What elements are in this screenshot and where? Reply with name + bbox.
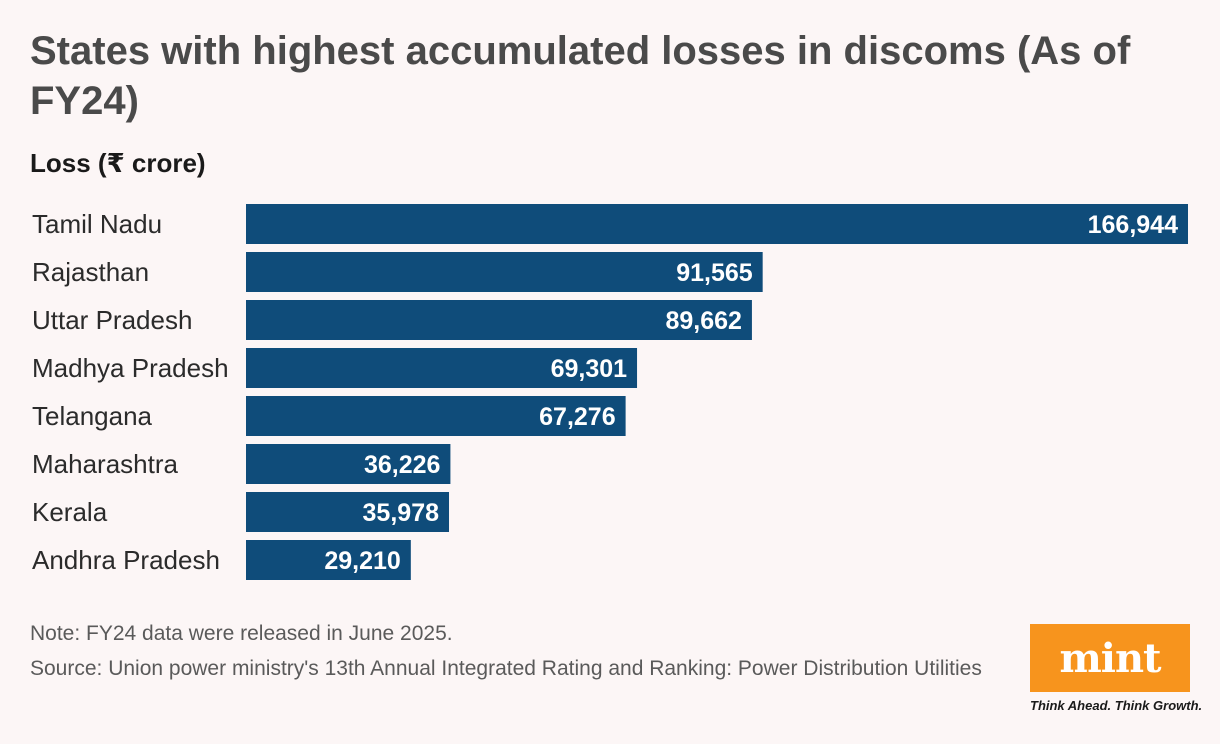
category-label: Madhya Pradesh [32,353,229,383]
bar [246,252,763,292]
bar [246,300,752,340]
category-label: Tamil Nadu [32,209,162,239]
chart-note: Note: FY24 data were released in June 20… [30,622,453,645]
chart-title: States with highest accumulated losses i… [30,29,1131,123]
category-label: Andhra Pradesh [32,545,220,575]
value-label: 36,226 [364,451,440,479]
value-label: 91,565 [676,259,753,287]
bar [246,348,638,388]
chart-source: Source: Union power ministry's 13th Annu… [30,657,982,680]
value-label: 29,210 [324,547,400,575]
bar [246,204,1188,244]
value-label: 89,662 [665,307,741,335]
category-label: Kerala [32,497,108,527]
bar [246,396,626,436]
bar [246,540,411,580]
mint-logo: mint [1030,624,1190,692]
value-label: 166,944 [1088,211,1178,239]
bar [246,492,450,532]
brand-tagline: Think Ahead. Think Growth. [1030,698,1203,713]
category-label: Maharashtra [32,449,178,479]
value-label: 69,301 [551,355,628,383]
logo-wordmark: mint [1059,634,1161,682]
axis-unit-label: Loss (₹ crore) [30,148,206,178]
category-label: Uttar Pradesh [32,305,192,335]
value-label: 35,978 [363,499,440,527]
category-label: Telangana [32,401,153,431]
category-label: Rajasthan [32,257,149,287]
value-label: 67,276 [539,403,615,431]
bar [246,444,451,484]
bar-chart: Tamil Nadu 166,944 Rajasthan 91,565 Uttar Pr… [32,204,1188,580]
